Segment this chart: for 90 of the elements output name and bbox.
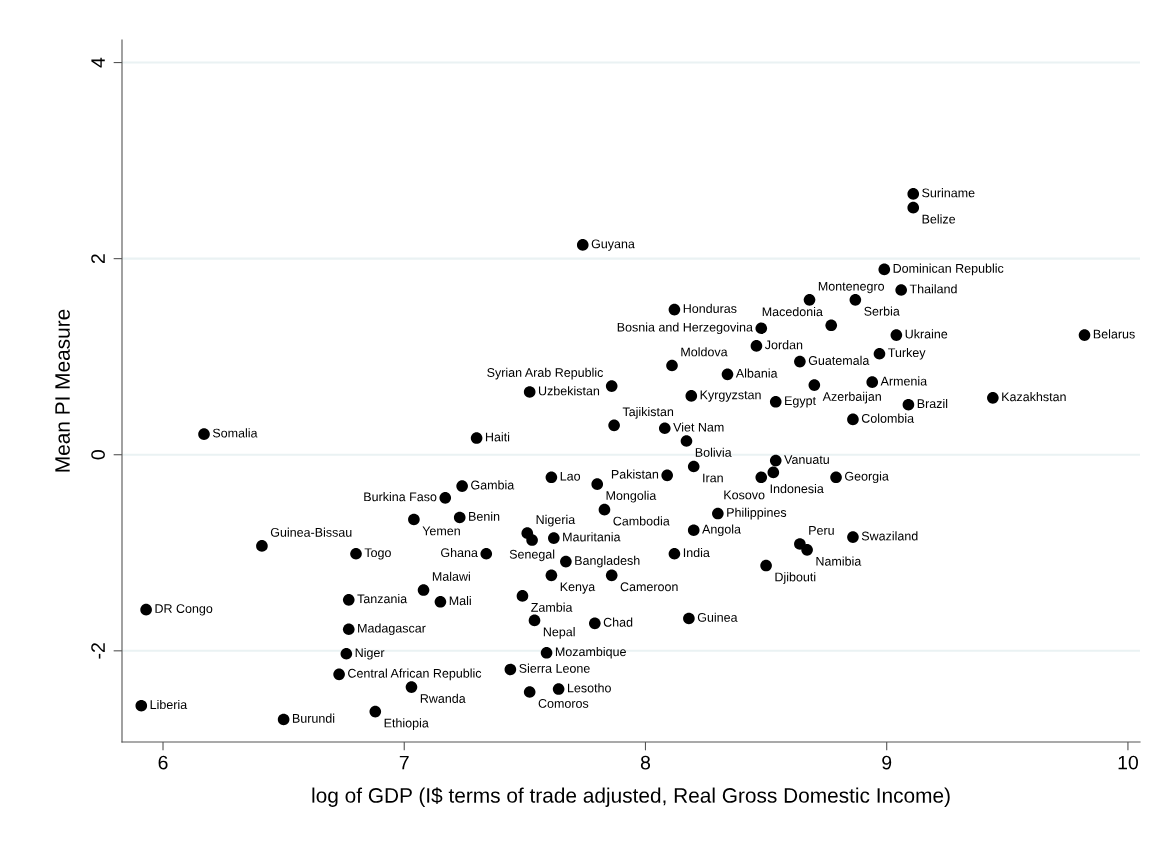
annotation: Mozambique	[555, 646, 626, 659]
annotation: Mauritania	[563, 532, 621, 542]
y-tick-label: 2	[91, 254, 105, 264]
x-tick-label: 7	[399, 755, 409, 770]
y-tick-label: -2	[91, 643, 105, 659]
annotation: Macedonia	[762, 306, 823, 317]
annotation: Cameroon	[620, 582, 678, 592]
x-tick-label: 8	[640, 755, 651, 770]
annotation: Nigeria	[536, 514, 576, 527]
annotation: Tanzania	[357, 594, 408, 604]
annotation: Guyana	[591, 239, 635, 251]
annotation: Burundi	[292, 713, 335, 723]
annotation: Suriname	[922, 188, 975, 198]
annotation: Bosnia and Herzegovina	[617, 322, 753, 335]
x-tick-label: 9	[882, 755, 892, 770]
annotation: Haiti	[485, 432, 510, 442]
annotation: Bangladesh	[575, 555, 640, 568]
annotation: Angola	[702, 524, 741, 537]
y-axis-title: Mean PI Measure	[55, 309, 70, 472]
annotation: Djibouti	[775, 572, 816, 584]
annotation: Cambodia	[613, 516, 670, 526]
annotation: Kenya	[560, 582, 596, 594]
annotation: Indonesia	[770, 483, 824, 494]
x-tick-label: 10	[1118, 755, 1138, 770]
annotation: Bolivia	[695, 447, 732, 457]
annotation: Ghana	[441, 547, 478, 558]
annotation: Kyrgyzstan	[700, 390, 761, 402]
annotation: Ethiopia	[384, 718, 429, 730]
annotation: Guatemala	[808, 355, 870, 365]
annotation: Central African Republic	[348, 668, 482, 681]
annotation: Rwanda	[420, 693, 466, 703]
annotation: Brazil	[917, 398, 948, 409]
annotation: Malawi	[432, 571, 470, 581]
annotation: Mongolia	[606, 490, 657, 503]
annotation: Somalia	[212, 428, 258, 438]
annotation: Syrian Arab Republic	[487, 367, 604, 380]
annotation: Belarus	[1093, 329, 1135, 339]
annotation: Namibia	[816, 556, 862, 566]
annotation: Gambia	[471, 480, 515, 490]
annotation: Belize	[922, 214, 956, 224]
annotation: Azerbaijan	[822, 391, 881, 404]
annotation: Benin	[469, 511, 500, 521]
annotation: Yemen	[422, 526, 460, 536]
annotation: Iran	[703, 473, 723, 483]
annotation: Guinea-Bissau	[270, 527, 352, 537]
annotation: Kazakhstan	[1002, 392, 1066, 402]
annotation: DR Congo	[155, 604, 213, 616]
annotation: Comoros	[538, 699, 589, 708]
annotation: Peru	[809, 526, 834, 535]
annotation: Vanuatu	[784, 455, 829, 464]
annotation: India	[683, 547, 710, 558]
annotation: Turkey	[888, 347, 926, 360]
annotation: Honduras	[683, 303, 737, 313]
annotation: Serbia	[864, 306, 900, 316]
annotation: Tajikistan	[622, 406, 674, 419]
annotation: Uzbekistan	[538, 386, 600, 396]
annotation: Ukraine	[905, 329, 948, 339]
annotation: Chad	[603, 617, 633, 627]
y-tick-label: 0	[91, 450, 105, 460]
annotation: Albania	[735, 368, 778, 378]
annotation: Togo	[364, 548, 391, 560]
x-axis-title: log of GDP (I$ terms of trade adjusted, Real Gross Domestic Income)	[312, 787, 950, 807]
annotation: Georgia	[845, 471, 889, 484]
annotation: Mali	[449, 595, 471, 606]
annotation: Senegal	[509, 549, 555, 562]
annotation: Niger	[355, 647, 385, 660]
annotation: Kosovo	[724, 490, 765, 500]
annotation: Lesotho	[567, 683, 611, 693]
annotation: Nepal	[543, 627, 575, 639]
x-tick-label: 6	[158, 755, 168, 770]
annotation: Colombia	[861, 413, 915, 423]
annotation: Moldova	[681, 347, 728, 357]
annotation: Viet Nam	[673, 422, 724, 432]
annotation: Burkina Faso	[364, 492, 437, 502]
y-tick-label: 4	[91, 57, 105, 68]
annotation: Philippines	[727, 507, 787, 520]
annotation: Sierra Leone	[519, 663, 590, 673]
annotation: Egypt	[785, 396, 816, 408]
annotation: Madagascar	[358, 623, 426, 636]
annotation: Thailand	[909, 284, 957, 294]
annotation: Armenia	[880, 376, 928, 386]
annotation: Guinea	[697, 612, 738, 622]
annotation: Montenegro	[818, 281, 885, 294]
annotation: Swaziland	[861, 531, 918, 541]
annotation: Lao	[560, 471, 581, 481]
annotation: Zambia	[531, 602, 573, 612]
annotation: Pakistan	[611, 469, 659, 479]
annotation: Dominican Republic	[893, 263, 1004, 276]
annotation: Liberia	[150, 699, 188, 710]
annotation: Jordan	[764, 340, 803, 350]
